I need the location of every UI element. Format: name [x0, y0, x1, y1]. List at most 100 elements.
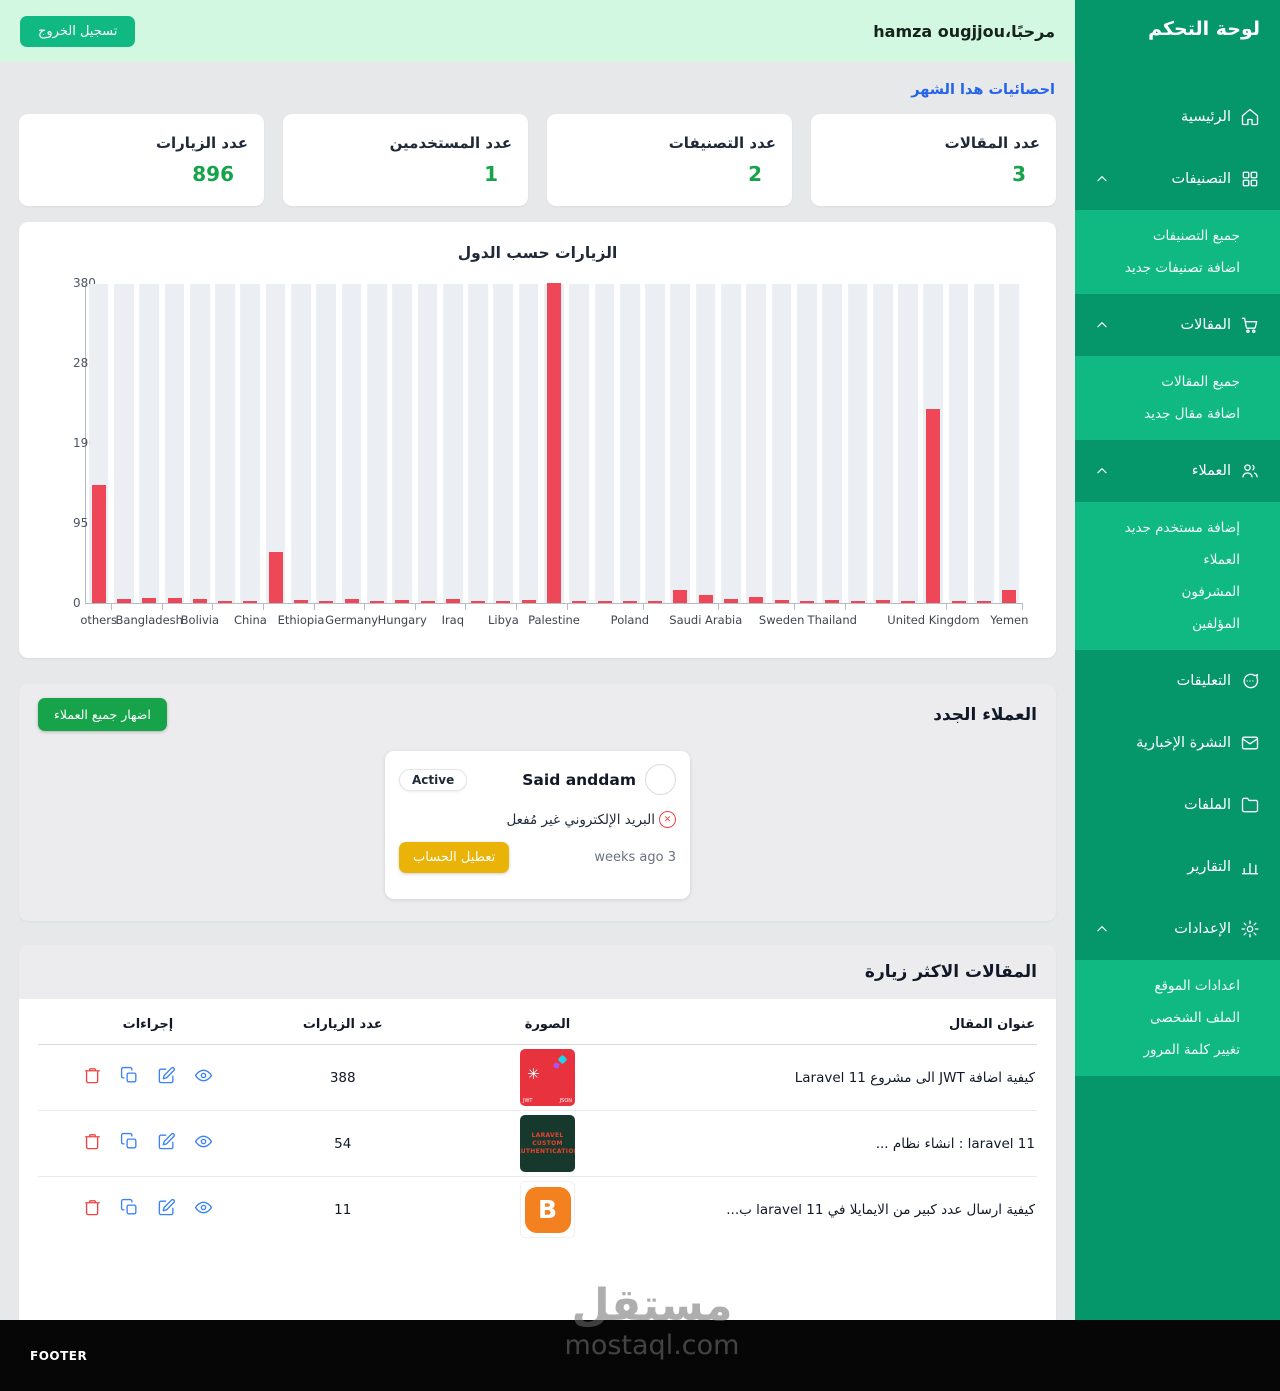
- articles-submenu: جميع المقالات اضافة مقال جديد: [1075, 356, 1280, 440]
- sidebar-subitem-moderators[interactable]: المشرفون: [1181, 584, 1240, 600]
- sidebar-subitem-profile[interactable]: الملف الشخصى: [1150, 1010, 1240, 1026]
- sidebar-item-label: الرئيسية: [1181, 109, 1231, 125]
- sidebar-item-comments[interactable]: التعليقات: [1075, 650, 1280, 712]
- article-title: كيفية ارسال عدد كبير من الايمايلا في lar…: [726, 1201, 1035, 1218]
- article-thumbnail-laravel-auth: LARAVEL CUSTOM AUTHENTICATION: [520, 1115, 575, 1172]
- sidebar-subitem-change-password[interactable]: تغيير كلمة المرور: [1143, 1042, 1240, 1058]
- client-avatar: [645, 764, 676, 795]
- sidebar-item-settings[interactable]: الإعدادات: [1075, 898, 1280, 960]
- article-thumbnail-jwt: ✳ JWT JSON: [520, 1049, 575, 1106]
- x-axis-label: Ethiopia: [277, 613, 325, 627]
- table-header-row: عنوان المقال الصورة عدد الزيارات إجراءات: [38, 1003, 1037, 1045]
- copy-icon[interactable]: [120, 1132, 139, 1151]
- chevron-up-icon: [1095, 172, 1109, 186]
- chart-bar: [744, 284, 769, 603]
- disable-account-button[interactable]: تعطيل الحساب: [399, 842, 510, 873]
- visits-by-country-chart-card: الزيارات حسب الدول 0 95 190 285 380 others Ban…: [19, 222, 1056, 658]
- sidebar-item-categories[interactable]: التصنيفات: [1075, 148, 1280, 210]
- articles-table: عنوان المقال الصورة عدد الزيارات إجراءات…: [38, 1003, 1037, 1242]
- chart-bar: [212, 284, 237, 603]
- sidebar-item-label: العملاء: [1191, 463, 1231, 479]
- x-axis-label: Sweden: [758, 613, 805, 627]
- main-panel: احصائيات هدا الشهر عدد المقالات 3 عدد ال…: [0, 62, 1075, 1320]
- sidebar-item-files[interactable]: الملفات: [1075, 774, 1280, 836]
- edit-icon[interactable]: [157, 1132, 176, 1151]
- chart-bar: [364, 284, 389, 603]
- sidebar-item-newsletter[interactable]: النشرة الإخبارية: [1075, 712, 1280, 774]
- sidebar-subitem-all-categories[interactable]: جميع التصنيفات: [1152, 228, 1240, 244]
- chart-bar: [718, 284, 743, 603]
- logout-button[interactable]: تسجيل الخروج: [20, 15, 136, 47]
- copy-icon[interactable]: [120, 1066, 139, 1085]
- view-icon[interactable]: [194, 1198, 213, 1217]
- edit-icon[interactable]: [157, 1066, 176, 1085]
- x-axis-label: Hungary: [377, 613, 427, 627]
- client-name: Said anddam: [522, 770, 636, 789]
- sidebar-subitem-add-category[interactable]: اضافة تصنيفات جديد: [1124, 260, 1240, 276]
- top-articles-section: المقالات الاكثر زيارة عنوان المقال الصور…: [19, 945, 1056, 1320]
- chart-bar: [870, 284, 895, 603]
- categories-submenu: جميع التصنيفات اضافة تصنيفات جديد: [1075, 210, 1280, 294]
- view-icon[interactable]: [194, 1132, 213, 1151]
- article-title: كيفية اضافة JWT الى مشروع Laravel 11: [667, 1044, 1037, 1111]
- chart-bar: [896, 284, 921, 603]
- sidebar-subitem-clients[interactable]: العملاء: [1203, 552, 1240, 568]
- sidebar-item-home[interactable]: الرئيسية: [1075, 86, 1280, 148]
- row-actions: [83, 1066, 213, 1085]
- x-axis-label: United Kingdom: [887, 613, 980, 627]
- footer-label: FOOTER: [30, 1348, 88, 1363]
- show-all-clients-button[interactable]: اضهار جميع العملاء: [38, 698, 167, 731]
- sidebar-item-clients[interactable]: العملاء: [1075, 440, 1280, 502]
- y-axis-tick-label: 0: [73, 596, 81, 610]
- delete-icon[interactable]: [83, 1066, 102, 1085]
- chart-bar: [162, 284, 187, 603]
- chart-bar: [314, 284, 339, 603]
- sidebar-subitem-add-article[interactable]: اضافة مقال جديد: [1144, 406, 1240, 422]
- article-visits: 11: [334, 1201, 352, 1218]
- chart-bar: [946, 284, 971, 603]
- settings-submenu: اعدادات الموقع الملف الشخصى تغيير كلمة ا…: [1075, 960, 1280, 1076]
- chart-bar: [794, 284, 819, 603]
- stat-value: 3: [1012, 162, 1026, 186]
- sidebar-subitem-site-settings[interactable]: اعدادات الموقع: [1154, 978, 1240, 994]
- sidebar-item-label: الملفات: [1183, 797, 1231, 813]
- greeting-text: مرحبًا،hamza ougjjou: [873, 21, 1055, 41]
- clients-submenu: إضافة مستخدم جديد العملاء المشرفون المؤل…: [1075, 502, 1280, 650]
- sidebar-subitem-authors[interactable]: المؤلفين: [1192, 616, 1240, 632]
- chart-title: الزيارات حسب الدول: [457, 244, 618, 262]
- chart-bar: [668, 284, 693, 603]
- y-axis-tick-label: 95: [73, 516, 89, 530]
- stat-label: عدد الزيارات: [155, 134, 248, 152]
- sidebar-item-articles[interactable]: المقالات: [1075, 294, 1280, 356]
- edit-icon[interactable]: [157, 1198, 176, 1217]
- delete-icon[interactable]: [83, 1132, 102, 1151]
- chart-canvas: 0 95 190 285 380 others Bangladesh Bolivia China…: [35, 277, 1040, 627]
- sidebar-item-label: المقالات: [1180, 317, 1231, 333]
- sidebar-subitem-all-articles[interactable]: جميع المقالات: [1161, 374, 1240, 390]
- sidebar-item-reports[interactable]: التقارير: [1075, 836, 1280, 898]
- copy-icon[interactable]: [120, 1198, 139, 1217]
- chart-bar-thailand: Thailand: [808, 284, 857, 627]
- users-icon: [1240, 461, 1260, 481]
- stat-label: عدد التصنيفات: [668, 134, 776, 152]
- sidebar-item-label: النشرة الإخبارية: [1136, 735, 1231, 751]
- sidebar-item-label: الإعدادات: [1174, 921, 1231, 937]
- chart-bar: [415, 284, 440, 603]
- sidebar-subitem-add-user[interactable]: إضافة مستخدم جديد: [1124, 520, 1240, 536]
- view-icon[interactable]: [194, 1066, 213, 1085]
- row-actions: [83, 1132, 213, 1151]
- chart-bar-poland: Poland: [611, 284, 649, 627]
- delete-icon[interactable]: [83, 1198, 102, 1217]
- chart-bar-libya: Libya: [488, 284, 519, 627]
- chart-bar: [592, 284, 617, 603]
- sidebar-item-label: التصنيفات: [1171, 171, 1231, 187]
- client-status-badge: Active: [399, 768, 468, 791]
- categories-grid-icon: [1240, 169, 1260, 189]
- stat-value: 1: [484, 162, 498, 186]
- chart-bar-bangladesh: Bangladesh: [116, 284, 183, 627]
- stats-section-link[interactable]: احصائيات هدا الشهر: [911, 82, 1055, 98]
- x-axis-label: Germany: [325, 613, 379, 627]
- chart-plot: 0 95 190 285 380 others Bangladesh Bolivia China…: [73, 277, 1028, 627]
- x-axis-label: Palestine: [528, 613, 580, 627]
